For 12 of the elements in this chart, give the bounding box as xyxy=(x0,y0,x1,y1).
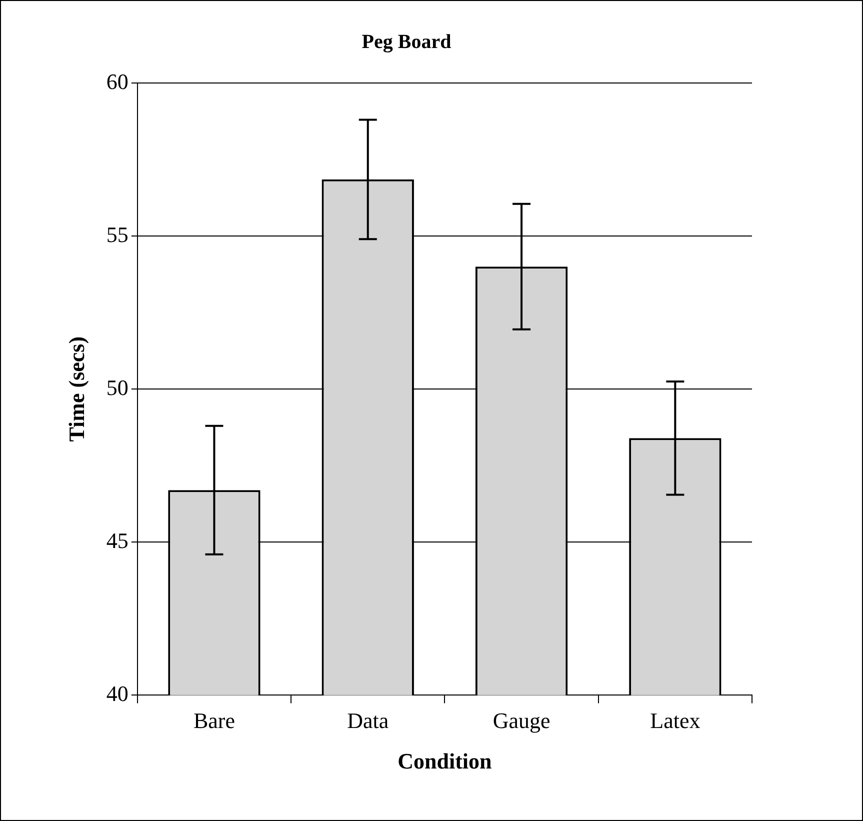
x-tick-label: Bare xyxy=(193,708,235,734)
x-tick-label: Latex xyxy=(650,708,700,734)
y-tick-label: 40 xyxy=(106,680,128,706)
y-tick-label: 50 xyxy=(106,374,128,400)
x-axis-title: Condition xyxy=(398,748,492,774)
y-tick-label: 45 xyxy=(106,528,128,553)
chart-title: Peg Board xyxy=(362,31,452,54)
x-tick-label: Data xyxy=(347,708,389,734)
x-tick-label: Gauge xyxy=(492,708,550,734)
y-axis-title: Time (secs) xyxy=(64,336,89,442)
y-tick-label: 60 xyxy=(106,68,128,94)
y-tick-label: 55 xyxy=(106,222,128,247)
